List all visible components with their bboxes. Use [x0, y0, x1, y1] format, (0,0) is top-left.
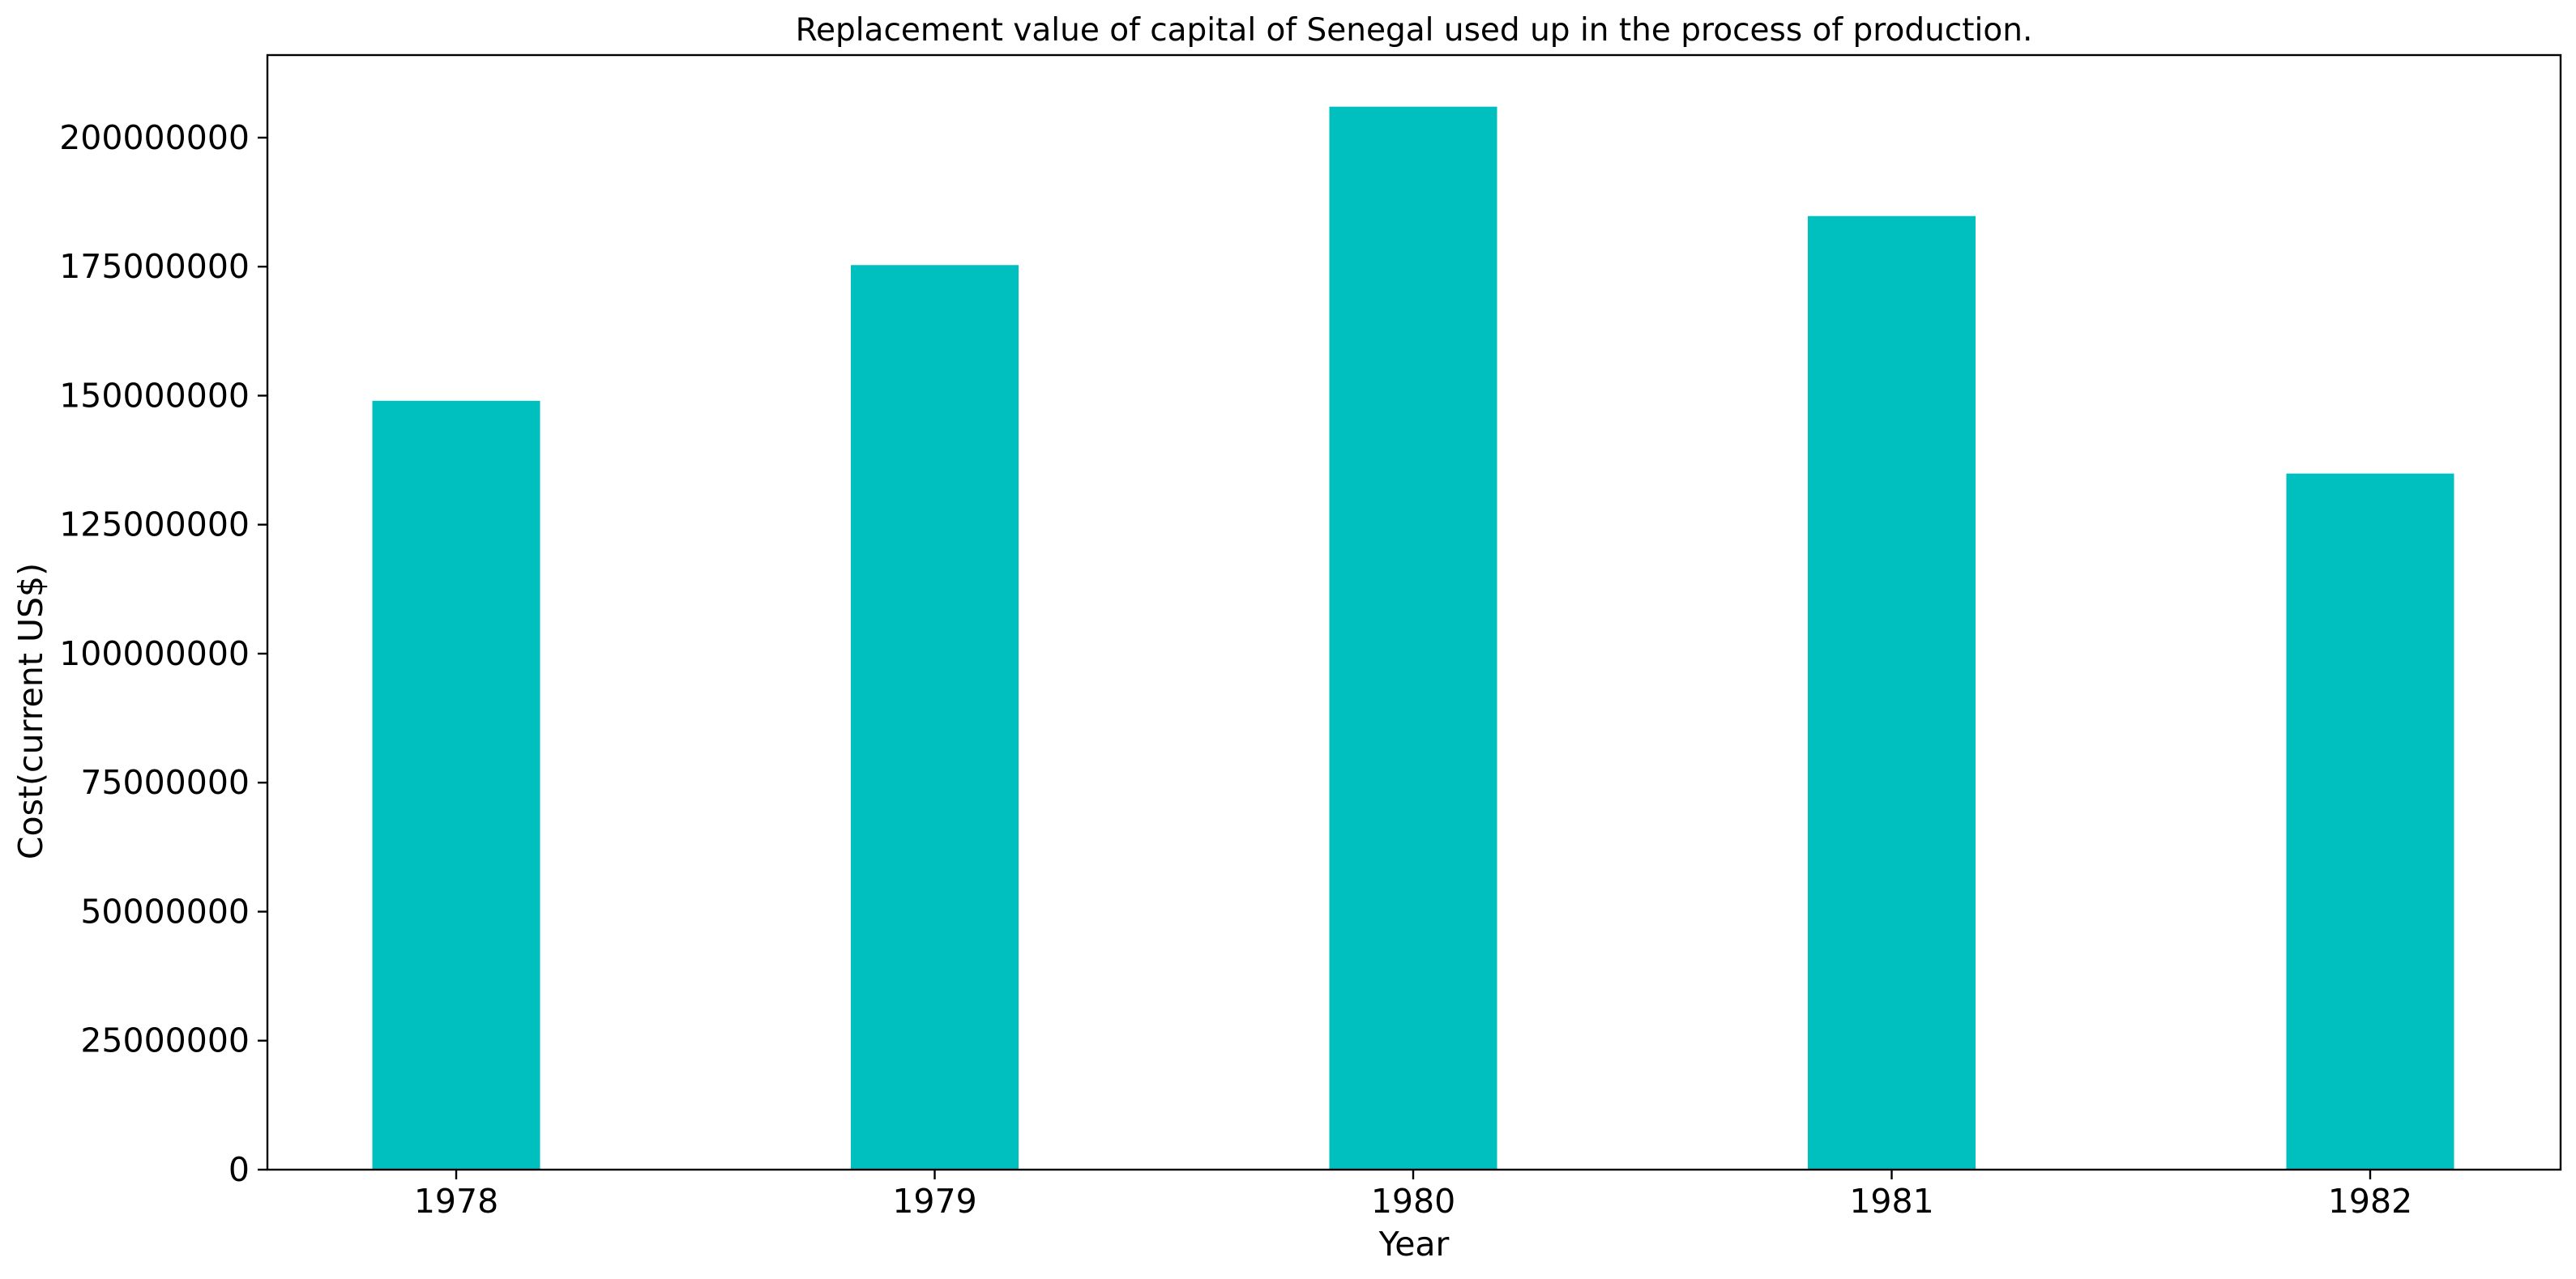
- bar-1978: [372, 400, 540, 1170]
- y-tick-label: 125000000: [59, 505, 250, 544]
- x-tick-label: 1979: [892, 1182, 976, 1221]
- y-tick-label: 0: [229, 1150, 250, 1189]
- y-tick-label: 75000000: [80, 763, 250, 802]
- y-tick-label: 150000000: [59, 376, 250, 415]
- y-axis-ticks: 0 25000000 50000000 75000000 100000000 125000…: [59, 118, 267, 1189]
- bar-1979: [851, 265, 1019, 1170]
- bar-1982: [2286, 473, 2454, 1170]
- y-tick-label: 50000000: [80, 892, 250, 931]
- y-tick-label: 25000000: [80, 1021, 250, 1060]
- bars-group: [372, 106, 2454, 1170]
- y-axis-label: Cost(current US$): [11, 563, 50, 859]
- bar-1981: [1808, 215, 1976, 1170]
- y-tick-label: 100000000: [59, 634, 250, 673]
- chart-title: Replacement value of capital of Senegal …: [796, 12, 2033, 49]
- y-tick-label: 175000000: [59, 247, 250, 286]
- x-axis-ticks: 1978 1979 1980 1981 1982: [414, 1170, 2412, 1221]
- x-tick-label: 1981: [1849, 1182, 1933, 1221]
- x-tick-label: 1980: [1371, 1182, 1455, 1221]
- x-tick-label: 1978: [414, 1182, 498, 1221]
- x-axis-label: Year: [1378, 1225, 1450, 1264]
- y-tick-label: 200000000: [59, 118, 250, 157]
- plot-area-frame: [266, 53, 2562, 1171]
- bar-1980: [1329, 106, 1497, 1170]
- x-tick-label: 1982: [2328, 1182, 2412, 1221]
